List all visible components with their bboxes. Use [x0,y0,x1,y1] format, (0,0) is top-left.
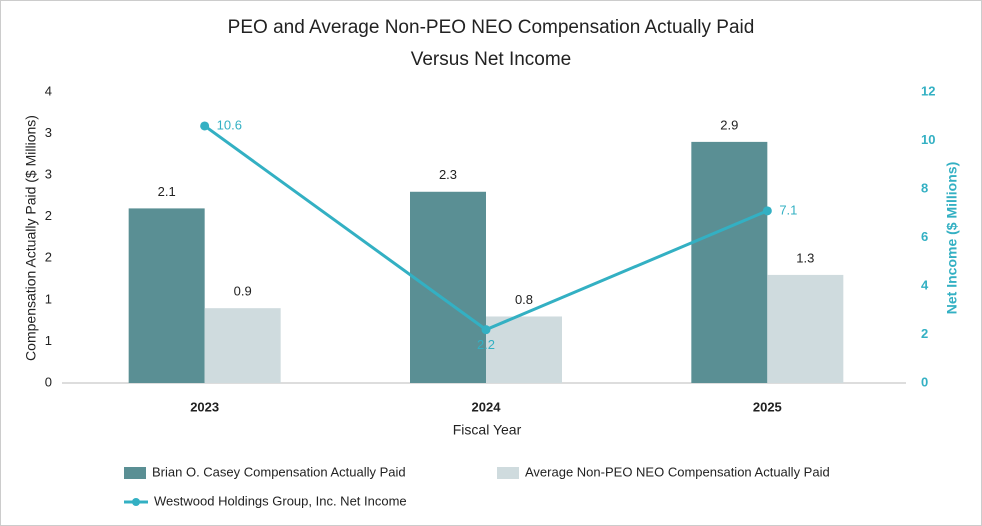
y-tick-label: 1 [45,291,52,306]
bar [204,308,281,383]
legend-swatch [497,467,519,479]
chart-title: Versus Net Income [411,49,572,70]
data-label: 2.1 [158,184,176,199]
data-label: 2.3 [439,167,457,182]
y2-axis-title: Net Income ($ Millions) [944,162,960,314]
x-tick-label: 2024 [472,399,502,414]
legend-label: Brian O. Casey Compensation Actually Pai… [152,464,406,479]
line-point [481,325,491,335]
line-point [200,121,210,131]
y-tick-label: 1 [45,333,52,348]
y2-tick-label: 8 [921,180,928,195]
y-tick-label: 3 [45,167,52,182]
y-axis-title: Compensation Actually Paid ($ Millions) [23,115,39,361]
legend-label: Westwood Holdings Group, Inc. Net Income [154,493,407,508]
legend-swatch [124,467,146,479]
y2-tick-label: 2 [921,326,928,341]
y2-tick-label: 10 [921,132,935,147]
data-label: 10.6 [217,117,242,132]
data-label: 1.3 [796,250,814,265]
y-tick-label: 2 [45,250,52,265]
y2-tick-label: 0 [921,374,928,389]
bar [410,191,486,383]
y-tick-label: 4 [45,83,52,98]
bar [128,208,205,383]
y-tick-label: 2 [45,208,52,223]
line-point [762,206,772,216]
chart-title: PEO and Average Non-PEO NEO Compensation… [228,17,755,38]
legend-swatch [132,498,140,506]
x-tick-label: 2023 [190,399,219,414]
legend-label: Average Non-PEO NEO Compensation Actuall… [525,464,830,479]
data-label: 2.9 [720,117,738,132]
x-axis-title: Fiscal Year [453,422,522,438]
y2-tick-label: 6 [921,229,928,244]
bar [691,141,768,383]
data-label: 2.2 [477,337,495,352]
y2-tick-label: 4 [921,277,929,292]
bar [767,274,844,383]
data-label: 0.9 [234,284,252,299]
data-label: 7.1 [779,202,797,217]
data-label: 0.8 [515,292,533,307]
bar [486,316,562,383]
x-tick-label: 2025 [753,399,782,414]
y2-tick-label: 12 [921,83,935,98]
y-tick-label: 0 [45,374,52,389]
y-tick-label: 3 [45,125,52,140]
